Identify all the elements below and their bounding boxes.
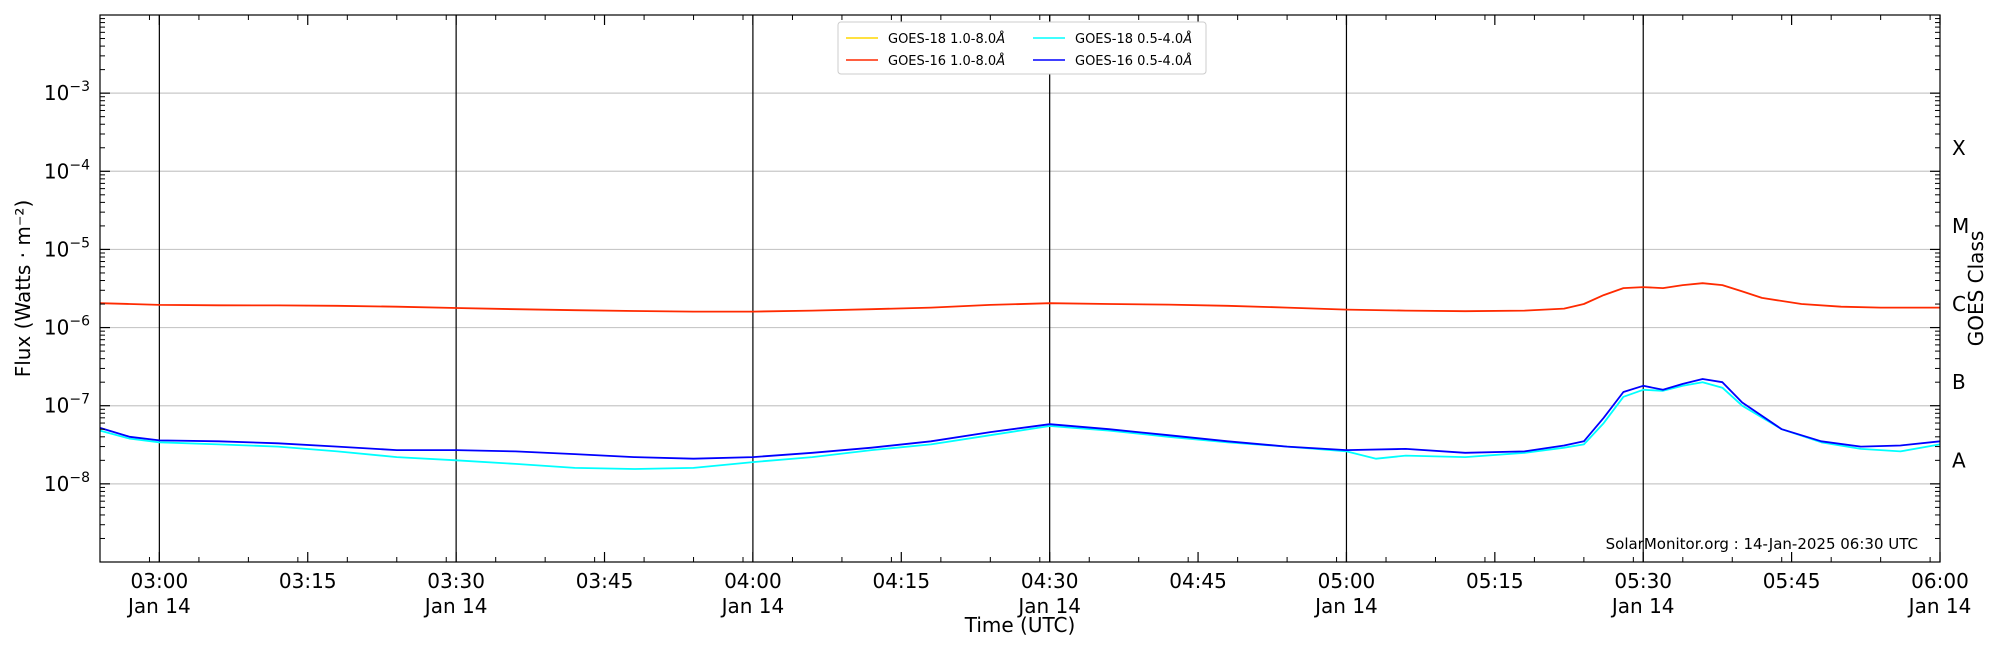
x-tick-date-label: Jan 14 [1610,594,1675,618]
x-tick-label: 06:00 [1911,569,1969,593]
class-tick-label: M [1952,214,1969,238]
legend-box [837,21,1207,75]
x-tick-label: 03:00 [131,569,189,593]
plot-frame [99,14,1941,563]
x-tick-label: 04:15 [872,569,930,593]
y-tick-label: 10−3 [44,79,90,105]
y-tick-label: 10−4 [44,157,90,183]
y-tick-label: 10−7 [44,392,90,418]
x-tick-date-label: Jan 14 [126,594,191,618]
legend-label: GOES-16 1.0-8.0Å [888,53,1005,69]
legend-label: GOES-18 1.0-8.0Å [888,31,1005,47]
class-tick-label: X [1952,136,1966,160]
legend-label: GOES-16 0.5-4.0Å [1075,53,1192,69]
x-tick-label: 05:00 [1318,569,1376,593]
x-tick-label: 05:30 [1614,569,1672,593]
x-tick-label: 05:15 [1466,569,1524,593]
x-axis-label: Time (UTC) [964,613,1076,637]
x-tick-label: 05:45 [1763,569,1821,593]
x-tick-label: 04:45 [1169,569,1227,593]
x-tick-label: 04:30 [1021,569,1079,593]
y-axis-label: Flux (Watts · m⁻²) [11,200,35,378]
y-tick-label: 10−6 [44,314,90,340]
x-tick-date-label: Jan 14 [1313,594,1378,618]
x-tick-date-label: Jan 14 [1907,594,1972,618]
class-tick-label: C [1952,292,1966,316]
right-axis-label: GOES Class [1964,231,1988,347]
x-tick-date-label: Jan 14 [1016,594,1081,618]
series-line [99,378,1941,460]
x-tick-date-label: Jan 14 [720,594,785,618]
class-tick-label: B [1952,370,1966,394]
class-tick-label: A [1952,448,1966,472]
x-tick-label: 03:45 [576,569,634,593]
series-line [99,282,1940,313]
x-tick-label: 04:00 [724,569,782,593]
x-tick-label: 03:15 [279,569,337,593]
x-tick-label: 03:30 [427,569,485,593]
series-line [99,381,1941,470]
y-tick-label: 10−5 [44,235,90,261]
source-annotation: SolarMonitor.org : 14-Jan-2025 06:30 UTC [1606,535,1918,553]
y-tick-label: 10−8 [44,470,90,496]
x-tick-date-label: Jan 14 [423,594,488,618]
legend-label: GOES-18 0.5-4.0Å [1075,31,1192,47]
